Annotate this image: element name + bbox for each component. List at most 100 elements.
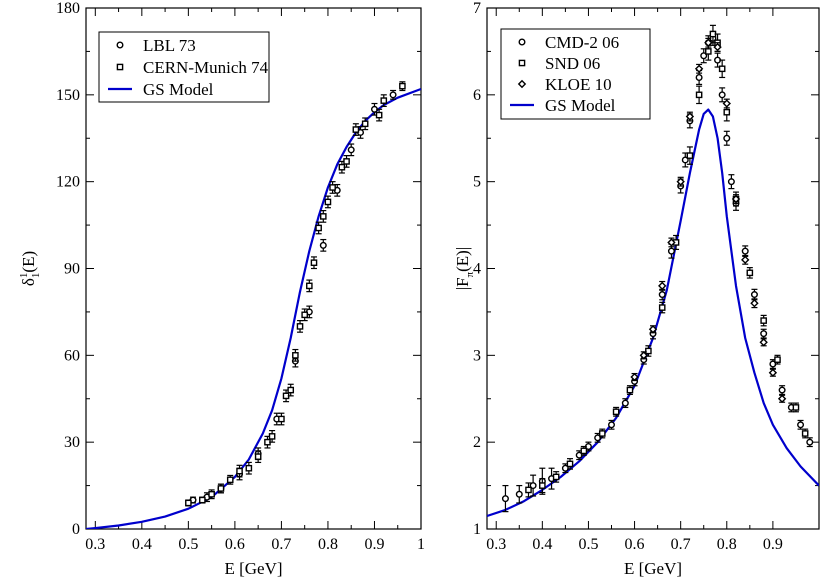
data-point	[278, 415, 285, 423]
legend-label: GS Model	[545, 96, 616, 115]
series-circle	[189, 89, 397, 504]
data-point	[315, 224, 322, 232]
y-tick-label: 180	[56, 0, 80, 17]
data-point	[347, 146, 355, 154]
data-point	[268, 433, 276, 440]
x-tick-label: 0.8	[318, 536, 338, 553]
y-tick-label: 90	[64, 261, 80, 278]
legend-right: CMD-2 06 SND 06 KLOE 10 GS Model	[500, 28, 651, 120]
series-square	[185, 81, 406, 507]
data-point	[750, 299, 759, 308]
data-point	[658, 291, 666, 299]
y-axis-label-right: |Fπ(E)|	[453, 247, 476, 291]
legend-label: CMD-2 06	[545, 33, 619, 52]
y-tick-label: 4	[473, 261, 481, 278]
data-point	[566, 460, 574, 468]
data-point	[676, 177, 685, 186]
data-point	[741, 255, 750, 265]
legend-swatch-diamond	[517, 79, 527, 89]
y-axis-label-left-main: δ	[19, 278, 38, 286]
data-point	[525, 486, 532, 494]
data-point	[723, 108, 731, 116]
y-tick-label: 30	[64, 434, 80, 451]
data-point	[667, 238, 676, 247]
y-axis-label-left-sup: 1	[18, 273, 30, 278]
data-point	[645, 347, 652, 355]
chart-panel-left: 0.3 0.4 0.5 0.6 0.7 0.8 0.9 1 0 30 60 90 120 150 180 E…	[18, 0, 425, 578]
y-tick-label: 5	[473, 174, 481, 191]
data-point	[296, 323, 304, 330]
y-axis-label-left-sub: 1	[30, 273, 42, 279]
series-circle	[501, 30, 814, 513]
axis-ticks-left: 0.3 0.4 0.5 0.6 0.7 0.8 0.9 1 0 30 60 90 120 150 180	[56, 0, 425, 553]
data-point	[685, 112, 695, 121]
y-axis-label-right-sub: π	[464, 271, 476, 277]
data-point	[361, 120, 369, 128]
x-tick-label: 0.7	[671, 536, 691, 553]
x-tick-label: 0.8	[717, 536, 737, 553]
data-point	[324, 198, 332, 206]
series-group-right	[487, 24, 819, 518]
data-point	[217, 485, 225, 492]
data-point	[626, 386, 634, 394]
series-diamond	[630, 37, 787, 403]
legend-swatch-square	[116, 63, 124, 71]
y-tick-label: 120	[56, 174, 80, 191]
x-tick-label: 0.5	[178, 536, 198, 553]
data-point	[580, 447, 588, 455]
data-point	[797, 421, 805, 429]
x-tick-label: 0.3	[486, 536, 506, 553]
data-point	[226, 476, 234, 484]
y-tick-label: 150	[56, 87, 80, 104]
data-point	[722, 99, 731, 108]
data-point	[667, 247, 675, 255]
data-point	[704, 38, 713, 47]
data-point	[778, 386, 786, 394]
x-tick-label: 0.9	[763, 536, 783, 553]
data-point	[254, 453, 262, 460]
data-point	[319, 241, 327, 249]
x-tick-label: 0.4	[532, 536, 552, 553]
data-point	[727, 178, 735, 186]
x-axis-label-right: E [GeV]	[624, 559, 682, 578]
legend-label: LBL 73	[143, 36, 196, 55]
x-tick-label: 0.6	[225, 536, 245, 553]
data-point	[731, 194, 741, 204]
data-point	[501, 495, 509, 503]
data-point	[185, 499, 192, 507]
y-tick-label: 1	[473, 521, 481, 538]
x-tick-label: 0.4	[132, 536, 152, 553]
data-point	[319, 213, 327, 220]
data-point	[718, 65, 726, 73]
data-point	[292, 352, 299, 359]
data-point	[694, 64, 704, 73]
data-point	[329, 184, 336, 191]
data-point	[718, 91, 726, 99]
data-point	[343, 158, 350, 165]
data-point	[208, 490, 215, 498]
y-axis-label-right-main: |F	[453, 277, 472, 290]
data-point	[352, 126, 360, 133]
legend-label: CERN-Munich 74	[143, 58, 269, 77]
data-point	[760, 330, 768, 338]
data-point	[686, 152, 694, 159]
y-tick-label: 2	[473, 434, 481, 451]
data-point	[375, 111, 383, 119]
legend-swatch-circle	[518, 38, 526, 46]
data-point	[695, 73, 703, 81]
data-point	[539, 482, 546, 489]
data-point	[287, 386, 295, 394]
data-point	[389, 91, 397, 99]
data-point	[245, 464, 253, 472]
data-point	[621, 399, 629, 407]
legend-label: GS Model	[143, 80, 214, 99]
data-point	[768, 368, 778, 377]
data-point	[310, 259, 318, 267]
legend-swatch-circle	[116, 41, 124, 49]
data-point	[515, 490, 523, 498]
x-axis-label-left: E [GeV]	[224, 559, 282, 578]
data-point	[806, 438, 814, 446]
data-point	[746, 269, 754, 277]
data-point	[658, 281, 667, 291]
